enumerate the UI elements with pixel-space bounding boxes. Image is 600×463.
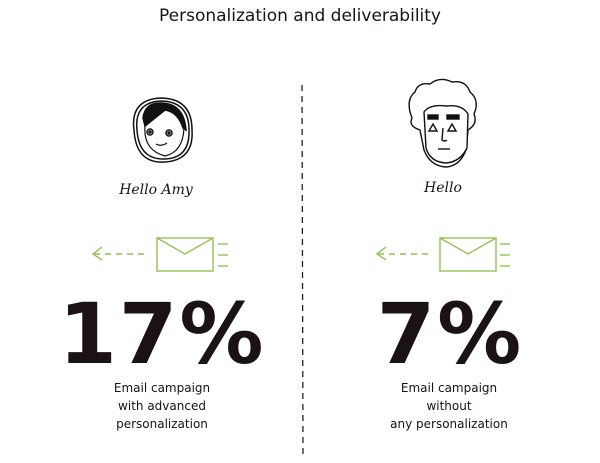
greeting-generic: Hello	[424, 180, 462, 196]
greeting-personalized: Hello Amy	[119, 182, 193, 198]
arrow-left-icon	[91, 246, 148, 261]
description-line: Email campaign	[400, 381, 498, 395]
man-face-icon	[408, 78, 477, 168]
envelope-icon	[439, 237, 510, 272]
description-line: without	[426, 399, 472, 413]
description-line: personalization	[116, 417, 208, 431]
divider	[301, 84, 304, 456]
description-generic: Email campaign without any personalizati…	[349, 379, 549, 433]
woman-face-icon	[132, 97, 193, 163]
envelope-icon	[156, 237, 228, 272]
description-line: Email campaign	[113, 381, 211, 395]
description-line: with advanced	[118, 399, 206, 413]
page-title: Personalization and deliverability	[159, 6, 441, 26]
description-line: any personalization	[390, 417, 508, 431]
percent-personalized: 17%	[58, 285, 266, 383]
percent-generic: 7%	[376, 285, 524, 383]
description-personalized: Email campaign with advanced personaliza…	[62, 379, 262, 433]
arrow-left-icon	[375, 246, 432, 261]
